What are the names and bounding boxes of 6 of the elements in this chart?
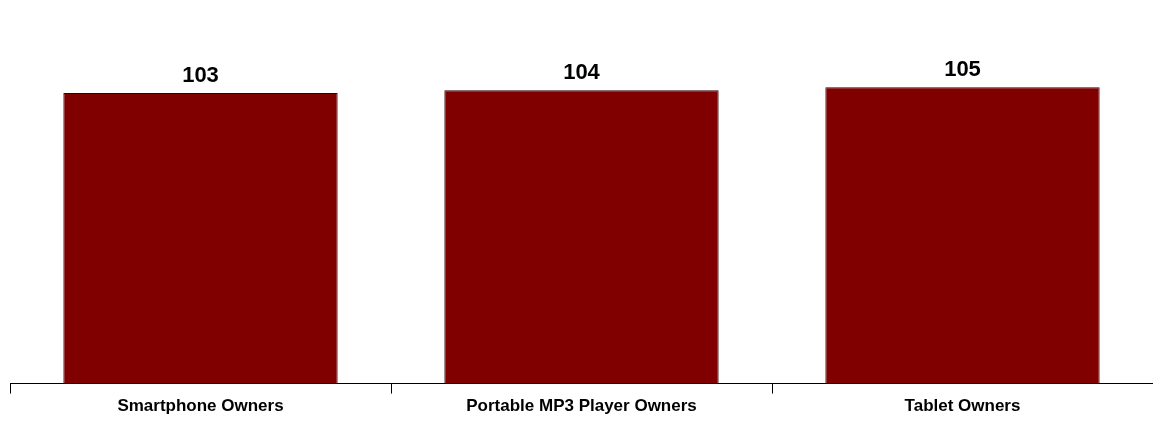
data-label: 105 [944,56,981,82]
x-tick-label: Smartphone Owners [117,396,284,416]
x-tick-label: Tablet Owners [904,396,1021,416]
data-label: 103 [182,62,219,88]
x-tick-label: Portable MP3 Player Owners [466,396,697,416]
data-label: 104 [563,59,601,85]
